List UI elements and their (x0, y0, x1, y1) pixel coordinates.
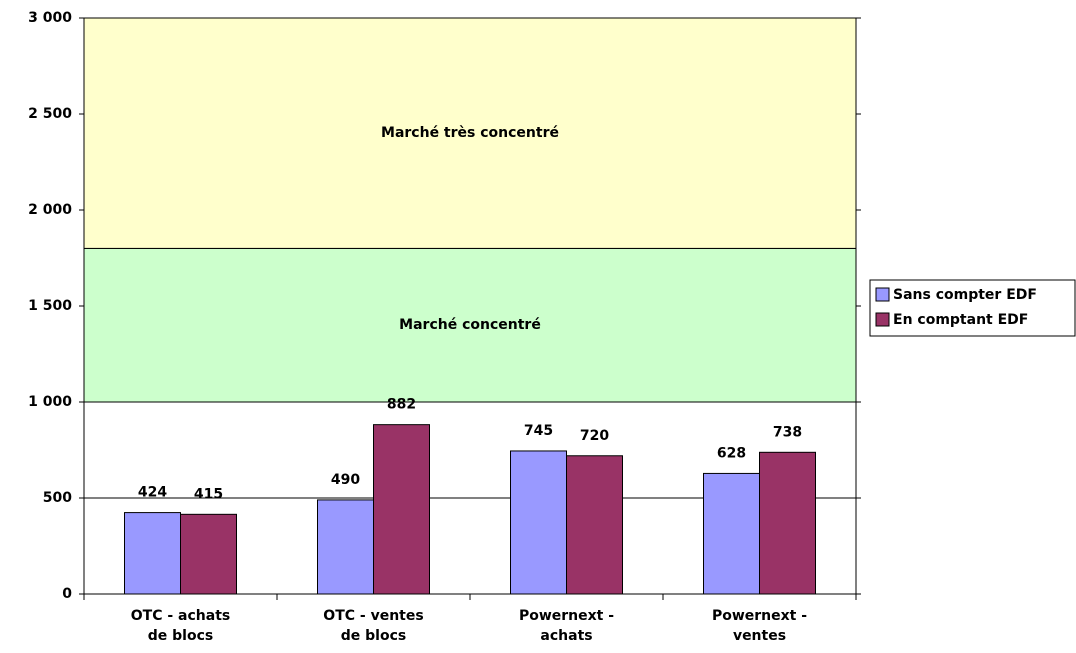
zone-label: Marché concentré (399, 317, 541, 333)
bar (703, 472, 760, 595)
y-tick-label: 3 000 (28, 10, 72, 26)
data-label: 720 (580, 428, 609, 444)
x-tick-label: OTC - achats de blocs (130, 608, 231, 644)
data-label: 490 (331, 472, 360, 488)
zone-label: Marché très concentré (381, 125, 559, 141)
y-tick-label: 0 (62, 586, 72, 602)
bar (124, 512, 181, 595)
data-label: 424 (138, 485, 167, 501)
x-tick-label-box: OTC - ventes de blocs (323, 608, 424, 644)
bar (759, 451, 816, 595)
bar (317, 499, 374, 595)
bar (510, 450, 567, 595)
y-tick-label: 1 500 (28, 298, 72, 314)
legend-swatch (875, 312, 890, 327)
data-label: 745 (524, 423, 553, 439)
data-label: 415 (194, 486, 223, 502)
y-tick-label: 500 (43, 490, 72, 506)
y-tick-label: 2 500 (28, 106, 72, 122)
x-tick-label: OTC - ventes de blocs (323, 608, 424, 644)
y-tick-label: 2 000 (28, 202, 72, 218)
legend-label: En comptant EDF (893, 312, 1028, 328)
x-tick-label-box: OTC - achats de blocs (130, 608, 231, 644)
x-tick-label: Powernext - achats (518, 608, 615, 644)
legend-box (869, 279, 1076, 337)
data-label: 628 (717, 445, 746, 461)
x-tick-label-box: Powernext - ventes (711, 608, 808, 644)
y-tick-label: 1 000 (28, 394, 72, 410)
x-tick-label: Powernext - ventes (711, 608, 808, 644)
legend-swatch (875, 287, 890, 302)
data-label: 738 (773, 424, 802, 440)
data-label: 882 (387, 397, 416, 413)
bar (373, 424, 430, 595)
bar (180, 513, 237, 595)
x-tick-label-box: Powernext - achats (518, 608, 615, 644)
legend-label: Sans compter EDF (893, 287, 1037, 303)
bar (566, 455, 623, 595)
